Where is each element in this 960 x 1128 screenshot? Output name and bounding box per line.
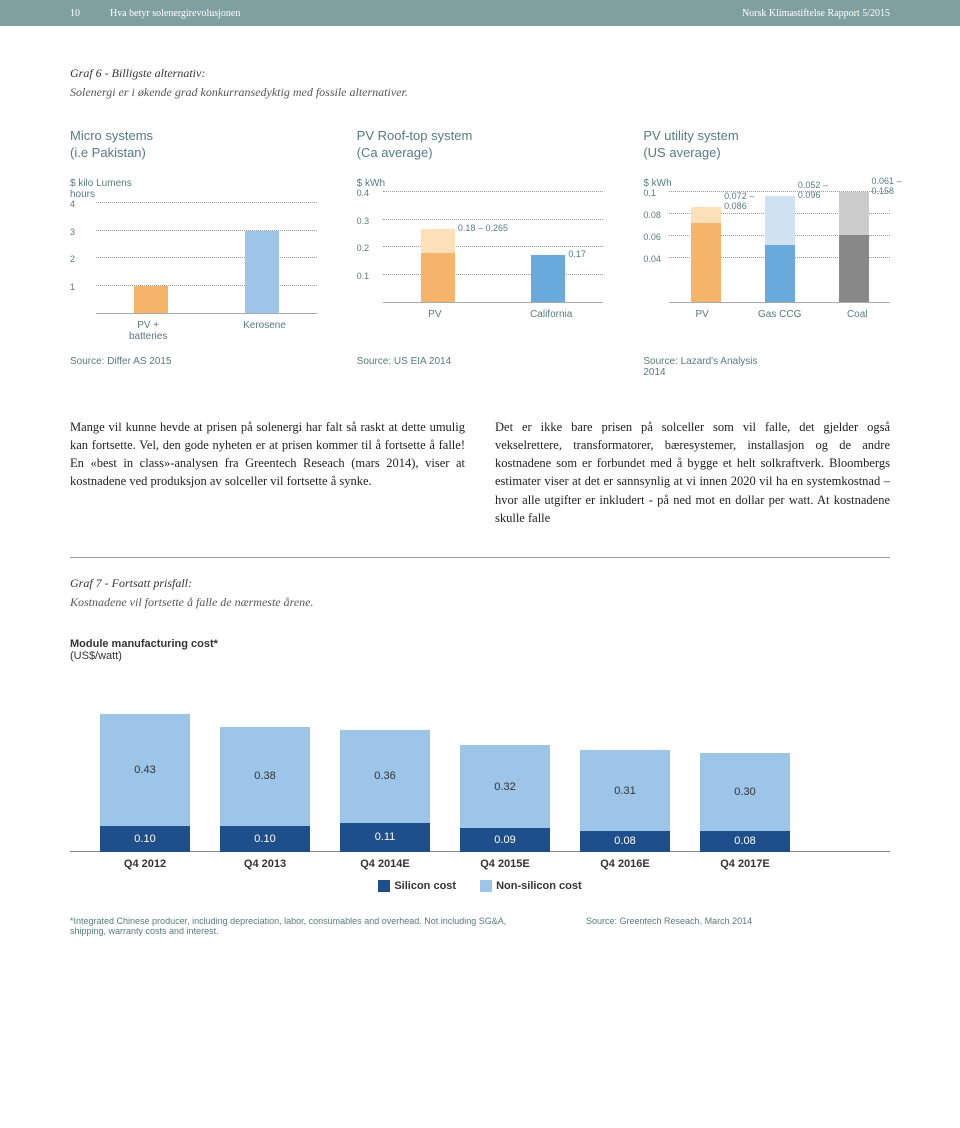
panelA-source: Source: Differ AS 2015: [70, 356, 317, 378]
body-col-2: Det er ikke bare prisen på solceller som…: [495, 418, 890, 527]
panelB-plot: 0.18 – 0.2650.17: [383, 191, 604, 303]
graf6-subtitle: Solenergi er i økende grad konkurransedy…: [70, 85, 890, 100]
graf6-intro: Graf 6 - Billigste alternativ: Solenergi…: [70, 66, 890, 100]
graf7-subtitle: Kostnadene vil fortsette å falle de nærm…: [70, 595, 890, 610]
body-columns: Mange vil kunne hevde at prisen på solen…: [70, 418, 890, 527]
page-header-band: 10 Hva betyr solenergirevolusjonen Norsk…: [0, 0, 960, 26]
panelB-title: PV Roof-top system(Ca average): [357, 128, 604, 162]
graf7-legend: Silicon cost Non-silicon cost: [70, 880, 890, 892]
graf6-panels: Micro systems(i.e Pakistan) $ kilo Lumen…: [70, 128, 890, 342]
graf6-sources: Source: Differ AS 2015 Source: US EIA 20…: [70, 356, 890, 378]
section-divider: [70, 557, 890, 558]
graf6-title: Graf 6 - Billigste alternativ:: [70, 66, 890, 81]
graf7-source: Source: Greentech Reseach, March 2014: [586, 916, 890, 936]
graf6-panel-B: PV Roof-top system(Ca average) $ kWh 0.4…: [357, 128, 604, 342]
graf7-footnote: *Integrated Chinese producer, including …: [70, 916, 526, 936]
panelC-title: PV utility system(US average): [643, 128, 890, 162]
page-number: 10: [70, 8, 80, 19]
header-left-title: Hva betyr solenergirevolusjonen: [110, 8, 742, 19]
panelA-title: Micro systems(i.e Pakistan): [70, 128, 317, 162]
panelA-axis-label: $ kilo Lumenshours: [70, 178, 317, 200]
panelC-source: Source: Lazard's Analysis2014: [643, 356, 890, 378]
graf7-chart: 0.430.100.380.100.360.110.320.090.310.08…: [70, 672, 890, 852]
panelA-plot: [96, 202, 317, 314]
legend-silicon: Silicon cost: [378, 880, 456, 892]
graf6-panel-C: PV utility system(US average) $ kWh 0.10…: [643, 128, 890, 342]
graf7-chart-wrap: Module manufacturing cost* (US$/watt) 0.…: [70, 638, 890, 936]
header-right-title: Norsk Klimastiftelse Rapport 5/2015: [742, 8, 890, 19]
graf7-title: Graf 7 - Fortsatt prisfall:: [70, 576, 890, 591]
graf7-chart-title: Module manufacturing cost*: [70, 638, 890, 650]
graf7-chart-unit: (US$/watt): [70, 650, 890, 662]
panelC-axis-label: $ kWh: [643, 178, 890, 189]
panelB-axis-label: $ kWh: [357, 178, 604, 189]
legend-nonsilicon: Non-silicon cost: [480, 880, 582, 892]
panelC-plot: 0.072 –0.0860.052 –0.0960.061 –0.158: [669, 191, 890, 303]
panelB-source: Source: US EIA 2014: [357, 356, 604, 378]
body-col-1: Mange vil kunne hevde at prisen på solen…: [70, 418, 465, 527]
graf7-intro: Graf 7 - Fortsatt prisfall: Kostnadene v…: [70, 576, 890, 610]
graf6-panel-A: Micro systems(i.e Pakistan) $ kilo Lumen…: [70, 128, 317, 342]
